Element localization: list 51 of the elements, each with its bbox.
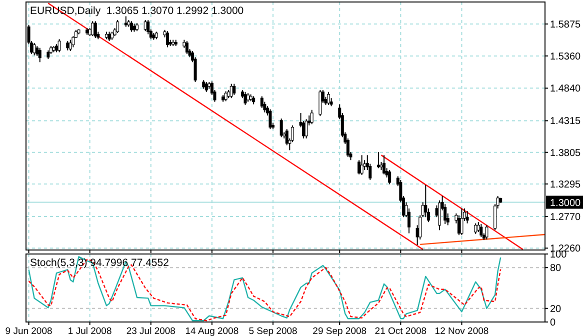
candlestick xyxy=(360,154,364,176)
y-tick-label: 1.2770 xyxy=(550,212,582,224)
x-tick-label: 5 Sep 2008 xyxy=(248,326,298,336)
y-tick-label: 1.4315 xyxy=(550,116,582,128)
candlestick xyxy=(244,91,247,106)
candlestick xyxy=(388,170,392,185)
candlestick xyxy=(485,224,488,240)
candlestick xyxy=(474,222,478,234)
candlestick xyxy=(480,223,483,238)
x-tick-label: 14 Aug 2008 xyxy=(185,326,239,336)
candlestick xyxy=(166,30,170,48)
candlestick xyxy=(146,19,150,35)
candlestick xyxy=(91,20,94,37)
candlestick xyxy=(310,109,314,125)
candlestick xyxy=(260,96,264,109)
x-tick-label: 23 Jul 2008 xyxy=(126,326,176,336)
candlestick xyxy=(58,38,61,53)
candlestick xyxy=(268,108,272,130)
candlestick xyxy=(304,118,308,139)
candlestick xyxy=(327,91,330,106)
x-tick-label: 21 Oct 2008 xyxy=(374,326,427,336)
candlestick xyxy=(460,208,464,236)
y-tick-label: 1.5875 xyxy=(550,20,582,31)
candlestick xyxy=(108,31,111,42)
y-tick-label: 1.3295 xyxy=(550,179,582,190)
candlestick xyxy=(68,39,72,52)
candlestick xyxy=(38,47,42,63)
candlestick xyxy=(204,81,208,92)
y-tick-label: 1.4840 xyxy=(550,84,582,95)
candlestick xyxy=(116,19,120,34)
candlestick xyxy=(424,184,428,218)
candlestick xyxy=(382,154,386,175)
candlestick xyxy=(232,83,236,96)
candlestick xyxy=(280,118,283,138)
y-tick-label: 1.3805 xyxy=(550,148,582,159)
candlestick xyxy=(94,20,97,38)
y-tick-label: 20 xyxy=(550,304,562,315)
x-tick-label: 12 Nov 2008 xyxy=(434,326,489,336)
x-tick-label: 1 Jul 2008 xyxy=(68,326,112,336)
y-tick-label: 1.5360 xyxy=(550,51,582,62)
candlestick xyxy=(466,210,469,224)
x-tick-label: 29 Sep 2008 xyxy=(312,326,367,336)
candlestick xyxy=(318,90,322,117)
candlestick xyxy=(285,128,288,146)
y-tick-label: 0 xyxy=(550,318,556,328)
y-tick-label: 80 xyxy=(550,263,562,274)
candlestick xyxy=(66,40,70,51)
x-tick-label: 9 Jun 2008 xyxy=(5,326,52,336)
ref-line-label: 1.3000 xyxy=(550,198,582,209)
candlestick xyxy=(185,40,188,55)
candlestick xyxy=(438,200,442,231)
